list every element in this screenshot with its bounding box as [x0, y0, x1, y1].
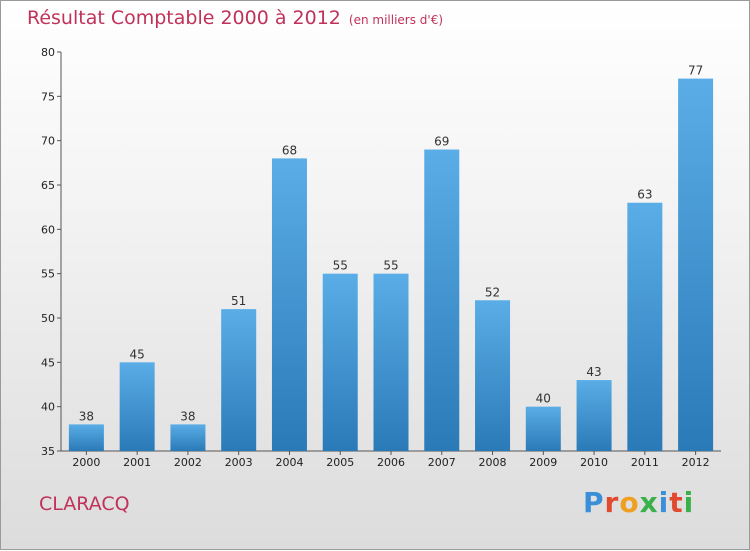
value-label-2005: 55	[333, 259, 348, 273]
value-label-2001: 45	[130, 347, 145, 361]
value-label-2004: 68	[282, 143, 297, 157]
logo-letter: i	[658, 486, 670, 519]
bar-2000[interactable]	[68, 424, 104, 451]
x-tick-label: 2002	[174, 456, 202, 469]
value-label-2010: 43	[586, 365, 601, 379]
y-tick-label: 50	[41, 312, 55, 325]
y-tick-label: 55	[41, 268, 55, 281]
bar-2004[interactable]	[271, 158, 307, 451]
title-text: Résultat Comptable 2000 à 2012	[27, 7, 341, 29]
value-label-2012: 77	[688, 64, 703, 78]
bar-2005[interactable]	[322, 273, 358, 451]
y-tick-label: 40	[41, 401, 55, 414]
y-tick-label: 80	[41, 46, 55, 59]
value-label-2000: 38	[79, 409, 94, 423]
x-tick-label: 2011	[631, 456, 659, 469]
y-tick-label: 60	[41, 223, 55, 236]
x-tick-label: 2000	[72, 456, 100, 469]
y-tick-label: 70	[41, 135, 55, 148]
bar-2011[interactable]	[627, 202, 663, 451]
y-tick-label: 65	[41, 179, 55, 192]
x-tick-label: 2003	[225, 456, 253, 469]
logo-letter: P	[583, 486, 605, 519]
logo-letter: o	[619, 486, 640, 519]
bar-2010[interactable]	[576, 380, 612, 451]
proxiti-logo[interactable]: Proxiti	[583, 486, 694, 519]
x-tick-label: 2007	[428, 456, 456, 469]
bar-2003[interactable]	[221, 309, 257, 451]
bar-2008[interactable]	[475, 300, 511, 451]
bars: 38 45 38 51 68 55 55 69 52 40 43 63 77	[68, 64, 714, 452]
x-tick-label: 2006	[377, 456, 405, 469]
value-label-2008: 52	[485, 285, 500, 299]
y-tick-label: 45	[41, 356, 55, 369]
bar-2007[interactable]	[424, 149, 460, 452]
value-label-2011: 63	[637, 188, 652, 202]
value-label-2006: 55	[383, 259, 398, 273]
value-label-2009: 40	[536, 392, 551, 406]
commune-name: CLARACQ	[39, 493, 130, 515]
logo-letter: r	[604, 486, 620, 519]
logo-letter: i	[683, 486, 695, 519]
bar-2001[interactable]	[119, 362, 155, 451]
bar-2006[interactable]	[373, 273, 409, 451]
bar-2012[interactable]	[678, 78, 714, 451]
x-tick-label: 2001	[123, 456, 151, 469]
x-tick-label: 2008	[479, 456, 507, 469]
y-tick-label: 35	[41, 445, 55, 458]
y-tick-label: 75	[41, 90, 55, 103]
title-unit: (en milliers d'€)	[348, 13, 444, 27]
x-tick-label: 2010	[580, 456, 608, 469]
value-label-2002: 38	[180, 409, 195, 423]
x-tick-label: 2012	[682, 456, 710, 469]
logo-letter: t	[669, 486, 684, 519]
x-tick-label: 2005	[326, 456, 354, 469]
logo-letter: x	[639, 486, 659, 519]
chart-title: Résultat Comptable 2000 à 2012 (en millie…	[27, 7, 443, 29]
bar-2002[interactable]	[170, 424, 206, 451]
value-label-2003: 51	[231, 294, 246, 308]
value-label-2007: 69	[434, 135, 449, 149]
x-tick-label: 2004	[275, 456, 303, 469]
bar-2009[interactable]	[525, 406, 561, 451]
x-tick-label: 2009	[529, 456, 557, 469]
